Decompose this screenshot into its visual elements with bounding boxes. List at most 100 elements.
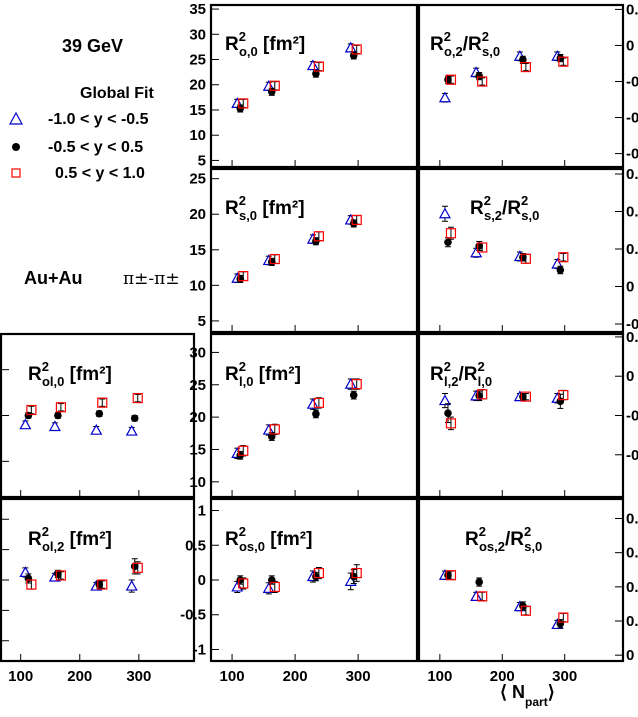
- x-tick-label: 100: [427, 668, 452, 685]
- panel-Rs2Rs0: 0.15 0.1 0.05 0 -0.05 R2s,2/R2s,0: [417, 166, 638, 334]
- y-tick-label: 30: [189, 26, 206, 43]
- data-point-square: [351, 567, 362, 579]
- x-axis-label-main: N: [512, 682, 525, 702]
- data-point-square: [238, 578, 249, 589]
- y-tick-label: 25: [189, 171, 206, 188]
- panel-title: R2 o,0 [fm²]: [225, 29, 305, 59]
- y-tick-label: 20: [189, 77, 206, 94]
- y-tick-label: -1: [193, 641, 206, 658]
- y-tick-label: 0: [626, 368, 634, 385]
- x-tick-label: 300: [552, 668, 577, 685]
- data-point-square: [269, 80, 280, 91]
- data-point-triangle: [470, 590, 483, 602]
- data-point-square: [520, 253, 531, 264]
- y-tick-label: 20: [189, 206, 206, 223]
- panel-frame: [209, 3, 419, 169]
- y-tick-label: 10: [189, 474, 206, 491]
- legend-entry-label-2: -0.5 < y < 0.5: [48, 139, 143, 156]
- data-point-triangle: [306, 59, 319, 71]
- system-label: Au+Au: [24, 268, 83, 288]
- panel-Rol2: 210-1-2R2ol,2 [fm²]: [0, 497, 196, 663]
- data-point-triangle: [48, 420, 61, 432]
- y-tick-label: 0.1: [626, 579, 638, 596]
- data-point-square: [520, 391, 531, 402]
- data-point-square: [132, 562, 143, 573]
- panel-frame: [417, 3, 625, 169]
- data-point-square: [55, 570, 67, 581]
- panel-Ro_l0: 50-5R2ol,0 [fm²]: [0, 332, 196, 499]
- panel-title: R2 ol,2 [fm²]: [28, 524, 112, 554]
- y-tick-label: 0.1: [626, 204, 638, 221]
- data-point-triangle: [438, 91, 451, 103]
- legend-entry-3: 0.5 < y < 1.0: [11, 165, 145, 182]
- legend-triangle-marker: [8, 111, 24, 125]
- y-tick-label: 5: [198, 152, 206, 169]
- y-tick-label: 0.05: [626, 241, 638, 258]
- y-tick-label: -0.05: [626, 316, 638, 333]
- y-tick-label: -0.1: [626, 73, 638, 90]
- y-tick-label: 10: [189, 127, 206, 144]
- panel-Rs0: 5 10 15 20 25 R2 s,0 [fm²]: [189, 167, 419, 334]
- data-point-circle: [475, 578, 483, 586]
- panel-Ro2Rs0: 0.1 0 -0.1 -0.2 -0.3 R2o,2/R2s,0: [417, 1, 638, 169]
- data-point-triangle: [306, 397, 319, 409]
- legend-entry-1: -1.0 < y < -0.5: [8, 111, 149, 128]
- panel-title: R2 s,0 [fm²]: [225, 193, 305, 223]
- panel-title: R2 l,2/R2 l,0: [430, 359, 492, 389]
- panel-title: R2 s,2/R2 s,0: [470, 193, 539, 223]
- data-point-square: [238, 445, 249, 456]
- panel-Rl0: 10 15 20 25 30 R2 l,0 [fm²]: [189, 332, 419, 499]
- data-point-square: [269, 424, 280, 435]
- data-point-triangle: [438, 207, 451, 219]
- y-tick-label: -0.05: [626, 408, 638, 425]
- data-point-square: [477, 242, 488, 253]
- y-tick-label: 15: [189, 102, 206, 119]
- data-point-square: [97, 579, 108, 590]
- y-tick-label: 0.2: [626, 511, 638, 528]
- data-point-square: [238, 98, 249, 109]
- data-point-triangle: [19, 418, 32, 430]
- y-tick-label: 0.05: [626, 613, 638, 630]
- x-tick-label: 200: [283, 668, 308, 685]
- data-point-circle: [519, 56, 527, 64]
- data-point-square: [351, 379, 362, 390]
- data-point-triangle: [344, 377, 357, 389]
- data-point-square: [132, 392, 143, 404]
- data-point-circle: [349, 391, 358, 399]
- data-point-triangle: [262, 582, 275, 593]
- panel-title: R2 os,0 [fm²]: [225, 524, 312, 554]
- data-point-square: [445, 418, 457, 429]
- y-tick-label: 25: [189, 377, 206, 394]
- data-point-triangle: [125, 424, 138, 436]
- data-point-square: [313, 231, 324, 242]
- y-tick-label: 15: [189, 242, 206, 259]
- data-point-triangle: [262, 423, 275, 435]
- data-point-square: [97, 397, 108, 408]
- y-tick-label: 30: [189, 344, 206, 361]
- panel-Ro0: 5 10 15 20 25 30 35 R2 o,0 [fm²]: [189, 1, 419, 169]
- data-point-circle: [312, 410, 320, 418]
- data-point-square: [445, 228, 457, 239]
- data-point-square: [558, 389, 569, 401]
- data-point-square: [26, 404, 37, 416]
- data-point-square: [269, 581, 280, 593]
- data-point-triangle: [438, 394, 451, 406]
- data-point-circle: [54, 411, 62, 420]
- data-point-square: [558, 56, 569, 67]
- pair-label: π±-π±: [123, 269, 180, 289]
- data-point-square: [477, 76, 488, 87]
- data-point-triangle: [90, 423, 103, 435]
- y-tick-label: 5: [198, 313, 206, 330]
- panel-title: R2 l,0 [fm²]: [225, 359, 301, 389]
- data-point-circle: [130, 414, 139, 423]
- x-tick-label: 200: [490, 668, 515, 685]
- panel-frame: [209, 167, 419, 334]
- panel-frame: [209, 332, 419, 499]
- legend-title: Global Fit: [80, 85, 154, 102]
- data-point-square: [55, 402, 67, 413]
- legend-entry-2: -0.5 < y < 0.5: [12, 139, 143, 156]
- data-point-square: [313, 61, 324, 72]
